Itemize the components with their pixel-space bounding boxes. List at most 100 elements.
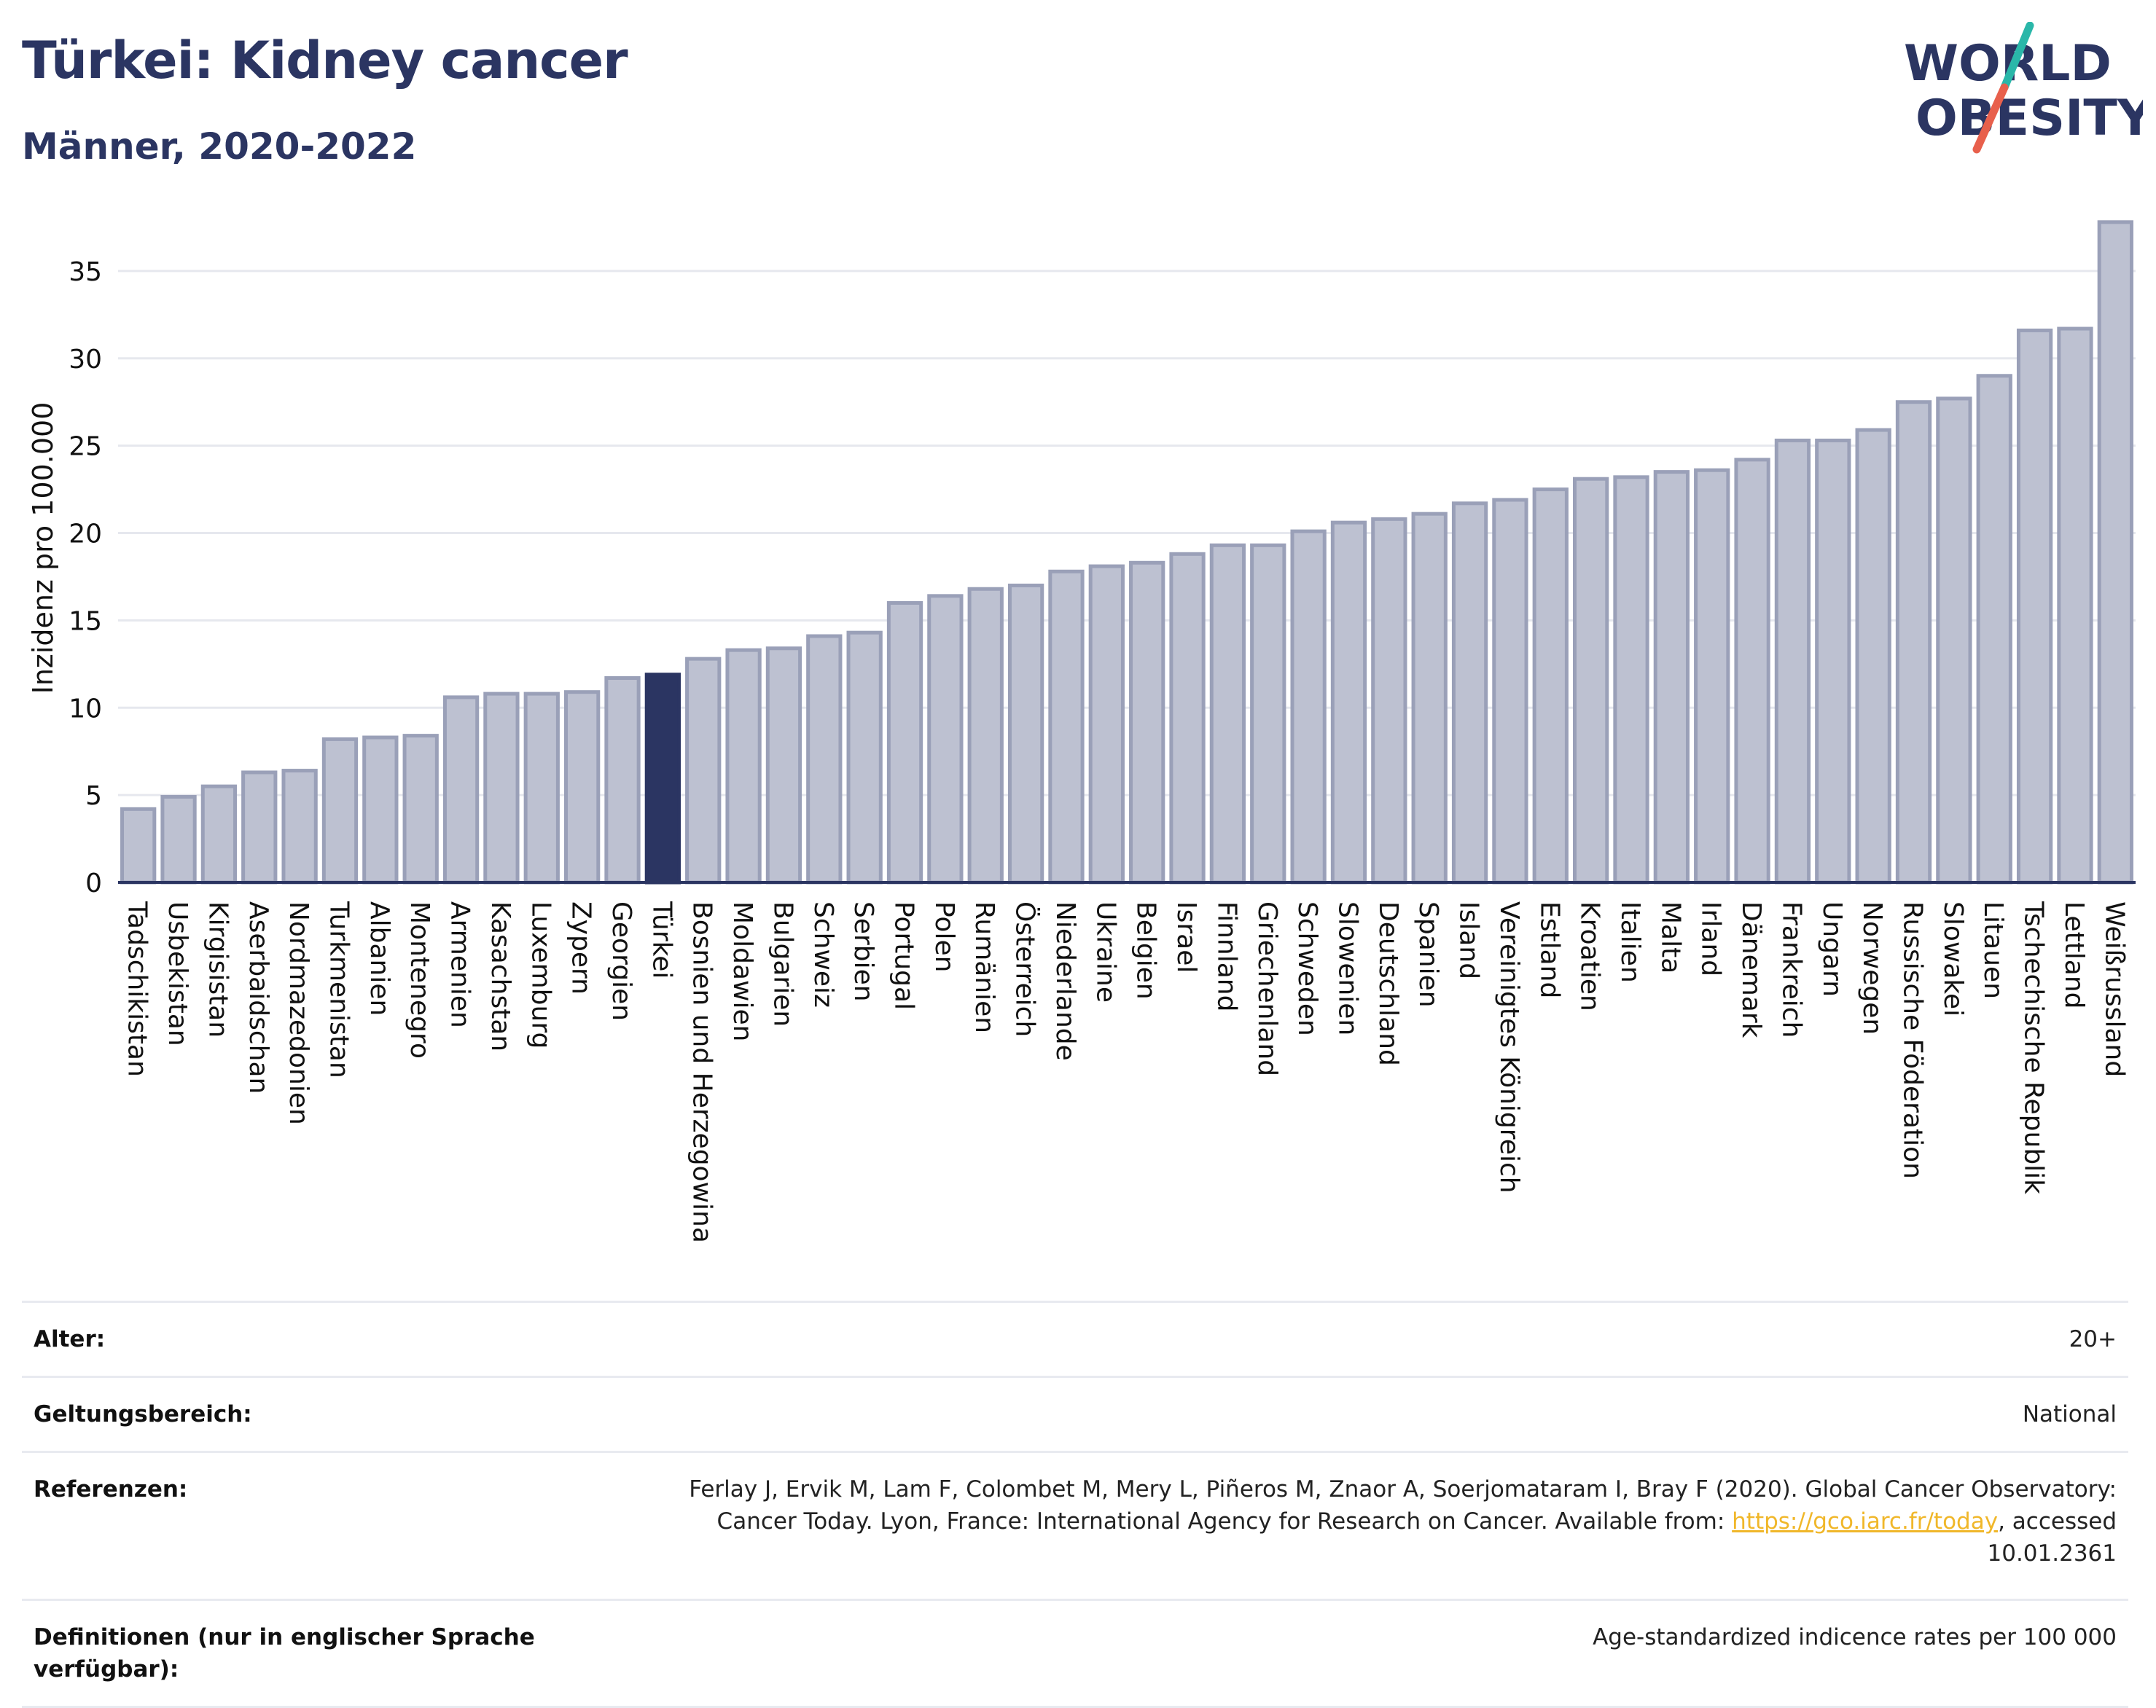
bar: [1129, 560, 1165, 885]
x-tick-label: Zypern: [566, 901, 596, 995]
x-tick-label: Nordmazedonien: [284, 901, 313, 1125]
x-tick-label: Polen: [929, 901, 959, 972]
x-tick-label: Bulgarien: [768, 901, 797, 1027]
y-tick-label: 25: [69, 432, 102, 462]
y-tick-label: 15: [69, 606, 102, 636]
bar: [1694, 468, 1730, 885]
bar: [1451, 501, 1488, 885]
bar: [1976, 374, 2012, 885]
bar: [1290, 529, 1327, 885]
bar: [1330, 520, 1367, 885]
meta-label-age: Alter:: [34, 1326, 106, 1352]
logo-slash-bottom: [1972, 83, 2009, 154]
y-tick-label: 10: [69, 694, 102, 724]
x-tick-label: Turkmenistan: [324, 901, 354, 1078]
bar: [1572, 477, 1609, 885]
reference-link[interactable]: https://gco.iarc.fr/today: [1732, 1508, 1999, 1535]
y-tick-label: 0: [85, 869, 102, 898]
bar: [806, 634, 843, 885]
bar: [644, 673, 681, 885]
x-tick-label: Italien: [1615, 901, 1645, 983]
x-tick-label: Finnland: [1211, 901, 1241, 1011]
y-tick-label: 35: [69, 257, 102, 287]
x-tick-label: Usbekistan: [163, 901, 192, 1046]
x-tick-label: Österreich: [1010, 901, 1041, 1037]
bar: [281, 769, 318, 885]
x-tick-label: Niederlande: [1050, 901, 1080, 1061]
x-tick-label: Portugal: [889, 901, 919, 1010]
meta-value-references: Ferlay J, Ervik M, Lam F, Colombet M, Me…: [659, 1473, 2117, 1570]
bar: [1411, 512, 1448, 885]
x-tick-label: Deutschland: [1373, 901, 1403, 1066]
x-tick-label: Slowakei: [1938, 901, 1968, 1016]
x-tick-label: Kroatien: [1575, 901, 1605, 1011]
x-tick-label: Griechenland: [1252, 901, 1282, 1076]
x-tick-label: Vereinigtes Königreich: [1494, 901, 1524, 1194]
bars: [120, 220, 2133, 885]
x-tick-label: Malta: [1655, 901, 1685, 974]
bar: [120, 807, 157, 885]
meta-row-definitions: Definitionen (nur in englischer Sprache …: [22, 1599, 2128, 1708]
bar: [362, 735, 399, 885]
bar: [967, 587, 1004, 885]
bar: [846, 630, 883, 885]
x-tick-label: Tschechische Republik: [2019, 901, 2049, 1194]
meta-value-definitions: Age-standardized indicence rates per 100…: [1593, 1624, 2117, 1650]
bar: [1048, 569, 1085, 885]
x-tick-label: Israel: [1171, 901, 1201, 973]
meta-label-scope: Geltungsbereich:: [34, 1401, 252, 1427]
meta-row-references: Referenzen: Ferlay J, Ervik M, Lam F, Co…: [22, 1451, 2128, 1599]
x-tick-label: Ungarn: [1817, 901, 1847, 997]
x-tick-label: Serbien: [848, 901, 878, 1002]
bar: [1653, 470, 1690, 885]
bar: [1774, 438, 1811, 885]
bar: [1209, 543, 1246, 885]
x-tick-label: Tadschikistan: [122, 901, 152, 1077]
reference-text: Ferlay J, Ervik M, Lam F, Colombet M, Me…: [689, 1476, 2117, 1535]
bar: [2057, 326, 2093, 885]
tick-labels: 0 5 10 15 20 25 30 35 Tadschikistan Usbekistan Kir…: [69, 257, 2129, 1243]
x-tick-label: Frankreich: [1776, 901, 1806, 1038]
bar: [1088, 564, 1125, 885]
x-tick-label: Lettland: [2059, 901, 2089, 1009]
bar: [1855, 428, 1891, 885]
x-tick-label: Norwegen: [1857, 901, 1887, 1035]
x-tick-label: Moldawien: [727, 901, 757, 1041]
meta-value-age: 20+: [2069, 1326, 2117, 1352]
world-obesity-logo: WORLD OBESITY: [1904, 22, 2143, 154]
bar: [1734, 458, 1770, 885]
bar: [1815, 438, 1851, 885]
x-tick-label: Montenegro: [405, 901, 434, 1059]
bar: [1895, 400, 1932, 885]
bar: [1936, 396, 1972, 885]
x-tick-label: Russische Föderation: [1898, 901, 1928, 1179]
chart-title: Türkei: Kidney cancer: [22, 31, 628, 90]
bar: [200, 784, 238, 885]
chart-subtitle: Männer, 2020-2022: [22, 125, 417, 168]
x-tick-label: Island: [1454, 901, 1484, 979]
bar: [1250, 543, 1286, 885]
bar: [927, 594, 964, 885]
y-tick-label: 30: [69, 345, 102, 375]
x-tick-label: Schweiz: [808, 901, 838, 1008]
x-tick-label: Weißrussland: [2099, 901, 2129, 1077]
meta-value-scope: National: [2022, 1401, 2117, 1427]
meta-row-scope: Geltungsbereich: National: [22, 1376, 2128, 1451]
bar: [483, 692, 520, 885]
x-tick-label: Estland: [1534, 901, 1564, 998]
bar: [241, 770, 278, 885]
x-tick-label: Georgien: [606, 901, 636, 1021]
bar: [604, 676, 641, 885]
reference-text-end: , accessed 10.01.2361: [1987, 1508, 2117, 1567]
bar: [1492, 498, 1528, 885]
bar: [1532, 487, 1569, 885]
y-tick-label: 5: [85, 781, 102, 811]
x-tick-label: Schweden: [1292, 901, 1322, 1036]
x-tick-label: Litauen: [1978, 901, 2008, 999]
bar: [1371, 517, 1407, 885]
x-tick-label: Slowenien: [1332, 901, 1362, 1035]
x-tick-label: Ukraine: [1090, 901, 1120, 1003]
x-tick-label: Aserbaidschan: [243, 901, 273, 1094]
bar: [1169, 552, 1206, 885]
x-tick-label: Kasachstan: [485, 901, 515, 1051]
